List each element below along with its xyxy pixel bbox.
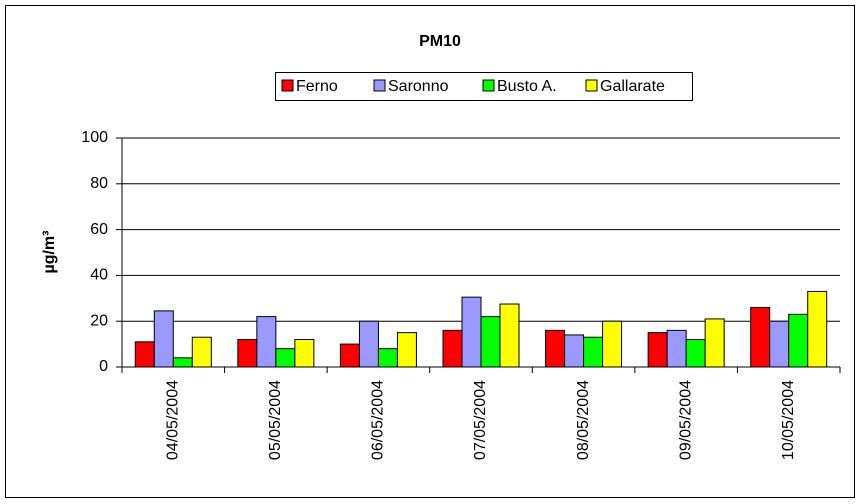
y-tick-label: 60 — [90, 221, 108, 238]
legend-swatch — [482, 79, 495, 92]
bar — [769, 320, 790, 368]
legend-swatch — [585, 79, 598, 92]
bar — [442, 329, 463, 368]
bar — [583, 336, 604, 368]
bar — [153, 310, 174, 368]
legend-label: Ferno — [296, 78, 338, 95]
bar — [377, 348, 398, 368]
bar — [358, 320, 379, 368]
bar — [480, 316, 501, 368]
bar — [545, 329, 566, 368]
x-tick-label: 04/05/2004 — [165, 380, 182, 460]
bar — [750, 306, 771, 368]
bar — [237, 339, 258, 368]
bar — [256, 316, 277, 368]
bar — [788, 313, 809, 368]
bar — [172, 357, 193, 368]
bar — [704, 318, 725, 368]
legend-label: Busto A. — [497, 78, 557, 95]
legend-label: Gallarate — [600, 78, 665, 95]
chart-title: PM10 — [419, 33, 461, 50]
x-tick-label: 07/05/2004 — [472, 380, 489, 460]
x-tick-label: 09/05/2004 — [677, 380, 694, 460]
bar — [461, 296, 482, 368]
bar — [396, 332, 417, 368]
bar — [499, 303, 520, 368]
bar — [807, 290, 828, 368]
y-tick-label: 0 — [99, 358, 108, 375]
bar — [564, 334, 585, 368]
legend-swatch — [281, 79, 294, 92]
bar — [666, 329, 687, 368]
bar — [275, 348, 296, 368]
x-tick-label: 08/05/2004 — [575, 380, 592, 460]
y-tick-label: 40 — [90, 267, 108, 284]
y-tick-label: 80 — [90, 175, 108, 192]
y-axis-label: µg/m³ — [41, 231, 58, 274]
bar — [339, 343, 360, 368]
legend-swatch — [373, 79, 386, 92]
bar — [134, 341, 155, 368]
bar — [647, 332, 668, 368]
bar — [191, 336, 212, 368]
legend-label: Saronno — [388, 78, 449, 95]
x-tick-label: 05/05/2004 — [267, 380, 284, 460]
y-tick-label: 20 — [90, 312, 108, 329]
x-tick-label: 06/05/2004 — [370, 380, 387, 460]
y-tick-label: 100 — [81, 129, 108, 146]
bar — [685, 339, 706, 368]
x-tick-label: 10/05/2004 — [780, 380, 797, 460]
bar — [294, 339, 315, 368]
bar — [602, 320, 623, 368]
